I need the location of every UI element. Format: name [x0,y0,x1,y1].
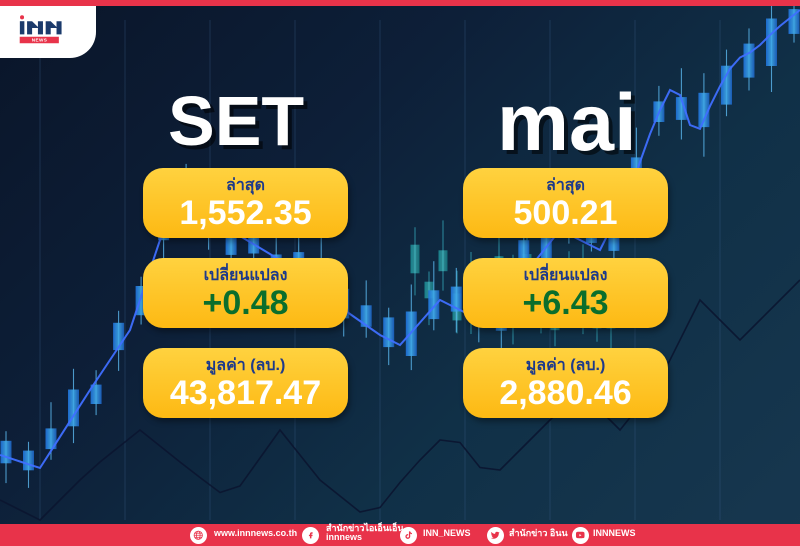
svg-text:NEWS: NEWS [32,37,47,42]
